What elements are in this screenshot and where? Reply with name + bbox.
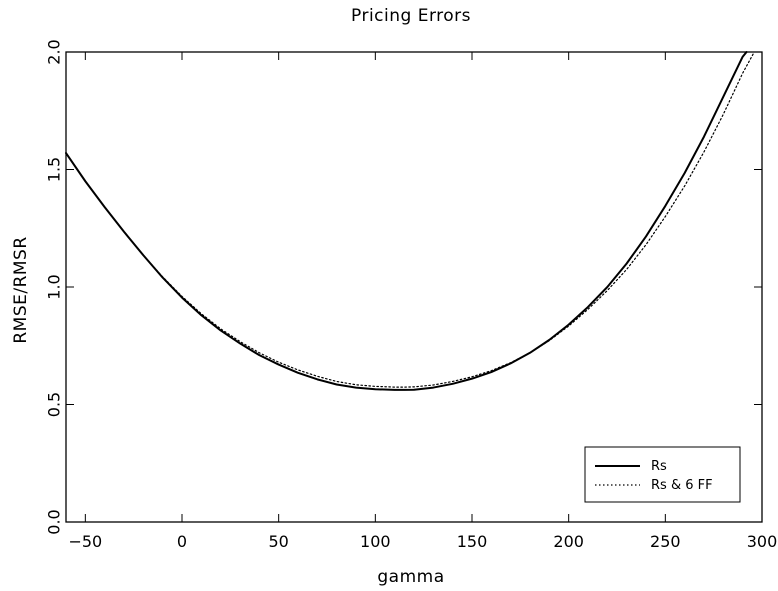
x-axis-label: gamma bbox=[377, 567, 444, 587]
x-tick-label: 250 bbox=[650, 532, 681, 551]
y-tick-label: 2.0 bbox=[45, 39, 64, 64]
series-line-rs-6ff bbox=[66, 52, 754, 387]
x-tick-label: −50 bbox=[68, 532, 102, 551]
y-axis-label: RMSE/RMSR bbox=[11, 236, 31, 343]
y-tick-label: 1.5 bbox=[45, 157, 64, 182]
x-tick-label: 0 bbox=[177, 532, 187, 551]
x-tick-label: 150 bbox=[457, 532, 488, 551]
series-group bbox=[66, 52, 754, 390]
y-tick-label: 0.0 bbox=[45, 509, 64, 534]
legend-label-rs-6ff: Rs & 6 FF bbox=[651, 478, 713, 493]
chart-title: Pricing Errors bbox=[351, 6, 471, 26]
series-line-rs bbox=[66, 52, 747, 390]
y-tick-label: 1.0 bbox=[45, 274, 64, 299]
legend-label-rs: Rs bbox=[651, 459, 667, 474]
legend: Rs Rs & 6 FF bbox=[585, 447, 740, 502]
y-tick-label: 0.5 bbox=[45, 392, 64, 417]
x-tick-label: 50 bbox=[268, 532, 288, 551]
x-tick-label: 200 bbox=[553, 532, 584, 551]
x-tick-label: 100 bbox=[360, 532, 391, 551]
x-tick-label: 300 bbox=[747, 532, 778, 551]
legend-box bbox=[585, 447, 740, 502]
